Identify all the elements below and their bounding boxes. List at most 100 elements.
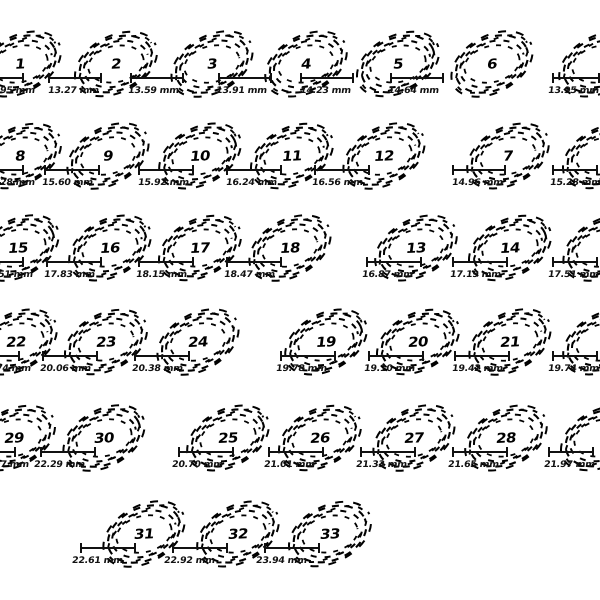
specimen-marker: 15 [0,200,66,296]
scale-bar-group: 15.28 mm [549,164,600,188]
scale-bar-icon [130,72,184,84]
dashed-ellipse-icon [60,108,156,204]
scale-bar-icon [134,350,190,362]
dashed-ellipse-icon [244,108,340,204]
scale-bar-icon [0,72,24,84]
dashed-ellipse-icon [282,486,378,582]
measurement-label: 14.23 mm [299,85,352,96]
scale-bar-group: 12.95 mm [0,72,35,96]
specimen-number-label: 1 [13,55,27,73]
measurement-label: 22.29 mm [33,459,86,470]
dashed-ellipse-icon [444,16,540,112]
specimen-number-label: 30 [92,429,116,447]
scale-bar-icon [218,72,272,84]
scale-bar-icon [138,164,194,176]
measurement-label: 18.47 mm [223,269,276,280]
specimen-number-label: 13 [404,239,428,257]
scale-bar-group: 23.94 mm [255,542,320,566]
measurement-label: 17.51 mm [547,269,600,280]
specimen-marker: 19 [278,294,374,390]
specimen-marker: 2 [68,16,164,112]
specimen-marker: 29 [0,390,62,486]
specimen-number-label: 25 [216,429,240,447]
measurement-label: 19.74 mm [0,363,32,374]
specimen-number-label: 2 [109,55,123,73]
specimen-marker: 5 [350,16,446,112]
dashed-ellipse-icon [458,390,554,486]
measurement-label: 21.65 mm [447,459,500,470]
scale-bar-group: 20.06 mm [39,350,98,374]
measurement-label: 20.70 mm [171,459,224,470]
scale-bar-icon [46,256,102,268]
scale-bar-group: 20.70 mm [171,446,234,470]
specimen-number-label: 24 [186,333,210,351]
scale-bar-icon [452,164,506,176]
scale-bar-group: 14.23 mm [299,72,354,96]
measurement-label: 19.78 mm [275,363,328,374]
scale-bar-icon [368,350,424,362]
measurement-label: 16.87 mm [361,269,414,280]
scale-bar-icon [0,350,20,362]
measurement-label: 13.91 mm [215,85,268,96]
dashed-ellipse-icon [0,294,64,390]
scale-bar-group: 21.97 mm [0,446,29,470]
scale-bar-group: 16.56 mm [311,164,370,188]
specimen-number-label: 26 [308,429,332,447]
scale-bar-group: 19.74 mm [547,350,599,374]
dashed-ellipse-icon [152,200,248,296]
measurement-label: 12.95 mm [0,85,36,96]
dashed-ellipse-icon [460,108,556,204]
measurement-label: 17.51 mm [0,269,34,280]
scale-bar-group: 21.97 mm [543,446,595,470]
dashed-ellipse-icon [0,16,68,112]
scale-bar-icon [452,256,508,268]
specimen-number-label: 27 [402,429,426,447]
measurement-label: 15.28 mm [549,177,600,188]
dashed-ellipse-icon [190,486,286,582]
scale-bar-group: 13.95 mm [547,72,600,96]
scale-bar-group: 17.83 mm [43,256,102,280]
specimen-marker [554,390,600,486]
specimen-marker: 30 [56,390,152,486]
measurement-label: 21.97 mm [543,459,596,470]
dashed-ellipse-icon [242,200,338,296]
scale-bar-icon [280,350,336,362]
specimen-number-label: 19 [314,333,338,351]
specimen-marker: 4 [258,16,354,112]
specimen-marker: 14 [462,200,558,296]
specimen-marker [552,16,600,112]
dashed-ellipse-icon [278,294,374,390]
scale-bar-icon [390,72,444,84]
specimen-marker: 10 [152,108,248,204]
scale-bar-group: 17.19 mm [449,256,508,280]
specimen-marker: 16 [62,200,158,296]
specimen-marker: 3 [164,16,260,112]
specimen-number-label: 9 [101,147,115,165]
dashed-ellipse-icon [164,16,260,112]
specimen-marker: 33 [282,486,378,582]
scale-bar-icon [0,446,16,458]
measurement-label: 21.97 mm [0,459,30,470]
specimen-marker: 25 [180,390,276,486]
specimen-number-label: 32 [226,525,250,543]
specimen-marker: 18 [242,200,338,296]
specimen-marker: 24 [150,294,246,390]
measurement-label: 17.83 mm [43,269,96,280]
scale-bar-group: 15.28 mm [0,164,35,188]
measurement-label: 13.59 mm [127,85,180,96]
scale-bar-icon [0,164,24,176]
specimen-marker: 32 [190,486,286,582]
specimen-number-label: 3 [205,55,219,73]
dashed-ellipse-icon [556,294,600,390]
specimen-marker: 27 [366,390,462,486]
scale-bar-icon [454,350,510,362]
specimen-number-label: 7 [501,147,515,165]
scale-bar-icon [268,446,324,458]
dashed-ellipse-icon [552,16,600,112]
scale-bar-icon [138,256,194,268]
specimen-marker [556,294,600,390]
dashed-ellipse-icon [96,486,192,582]
dashed-ellipse-icon [58,294,154,390]
scale-bar-icon [360,446,416,458]
